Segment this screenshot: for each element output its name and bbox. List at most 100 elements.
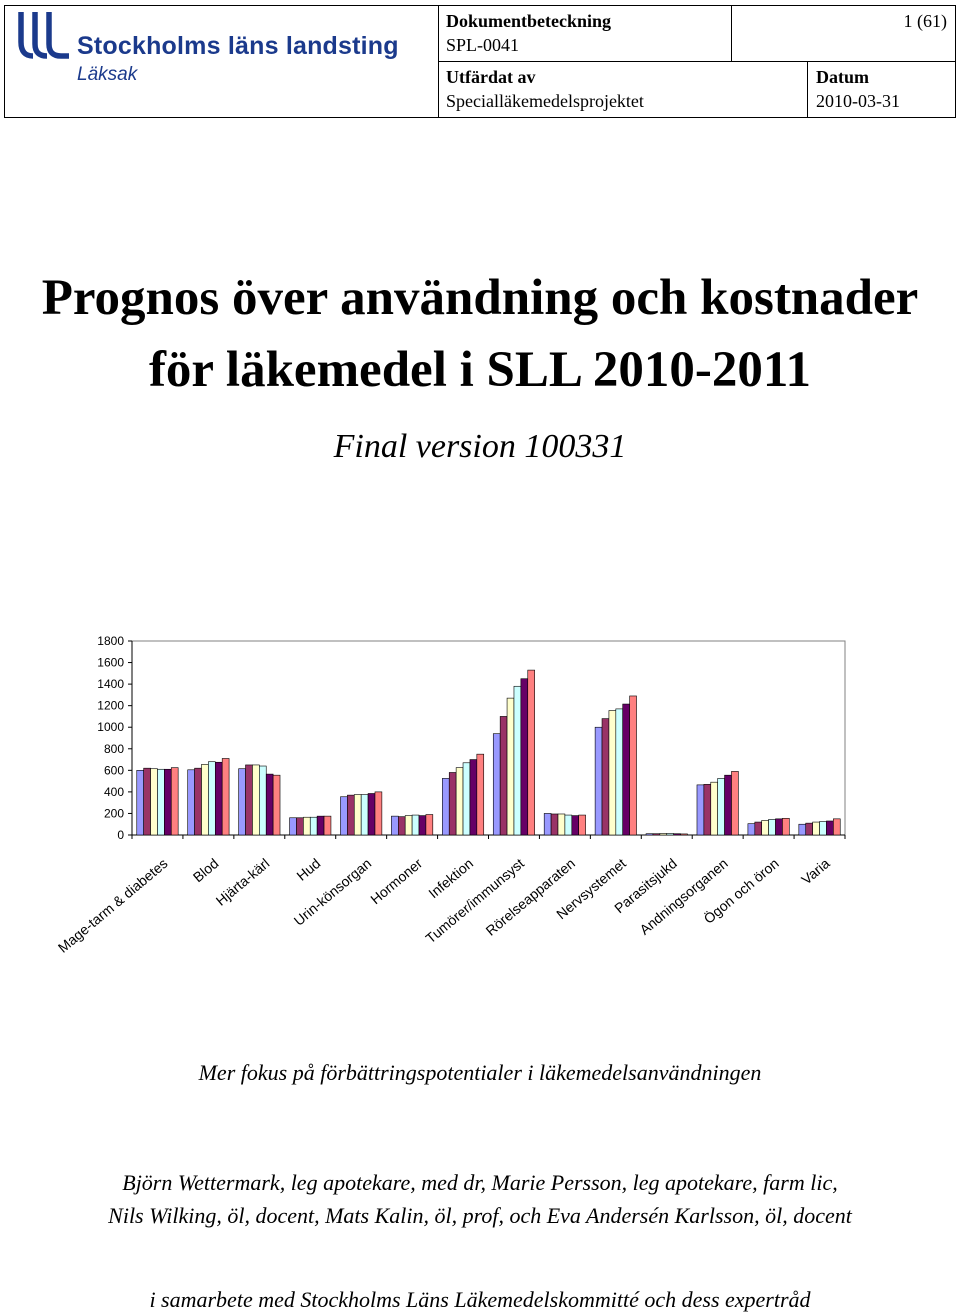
- bar: [411, 814, 420, 836]
- bar: [303, 816, 311, 836]
- doc-id-label: Dokumentbeteckning: [446, 11, 612, 31]
- y-tick-label: 200: [104, 806, 124, 820]
- bar-chart: 0 200 400 600 800 1000 1200 1400 1600 1800 Mage-ta…: [55, 634, 846, 956]
- bar: [418, 815, 427, 836]
- page-title-line-1: Prognos över användning och kostnader: [41, 270, 919, 326]
- x-tick-label: Rörelseapparaten: [482, 855, 578, 939]
- x-tick-label: Hjärta-kärl: [213, 855, 273, 909]
- bar: [754, 821, 763, 836]
- date-cell: Datum 2010-03-31: [808, 62, 955, 117]
- tagline: Mer fokus på förbättringspotentialer i l…: [198, 1060, 762, 1085]
- bar: [448, 772, 457, 836]
- bar: [622, 703, 630, 836]
- bar: [673, 833, 681, 836]
- bar: [462, 762, 471, 836]
- bar: [680, 833, 688, 836]
- bar: [550, 813, 559, 836]
- x-tick-label: Andningsorganen: [636, 855, 730, 938]
- y-tick-label: 800: [104, 742, 124, 756]
- date-value: 2010-03-31: [816, 91, 900, 111]
- bar: [513, 685, 522, 836]
- bar: [252, 764, 260, 836]
- logo-cell: Stockholms läns landsting Läksak: [5, 6, 439, 117]
- bar: [194, 767, 202, 836]
- bar: [798, 823, 807, 836]
- x-tick-label: Mage-tarm & diabetes: [55, 855, 171, 956]
- bar: [731, 771, 739, 836]
- bar: [557, 813, 566, 836]
- bar: [347, 794, 355, 836]
- date-label: Datum: [816, 67, 869, 87]
- bar: [201, 764, 209, 836]
- bar: [208, 761, 216, 836]
- doc-id-value: SPL-0041: [446, 35, 520, 55]
- y-tick-label: 400: [104, 785, 124, 799]
- y-tick-label: 1800: [97, 634, 124, 648]
- bar: [594, 726, 603, 836]
- bar: [157, 768, 165, 836]
- issued-by-cell: Utfärdat av Specialläkemedelsprojektet: [438, 62, 808, 117]
- bar: [272, 774, 281, 836]
- bar: [476, 753, 485, 836]
- bar: [768, 819, 776, 836]
- bar: [214, 761, 223, 836]
- document-header: Stockholms läns landsting Läksak Dokumen…: [4, 5, 956, 118]
- authors-line-1: Björn Wettermark, leg apotekare, med dr,…: [122, 1170, 838, 1195]
- bar: [608, 710, 617, 836]
- bar: [442, 778, 450, 836]
- bar: [833, 818, 841, 836]
- version-subtitle: Final version 100331: [333, 428, 627, 465]
- bar: [506, 697, 515, 836]
- bar: [724, 774, 732, 836]
- x-tick-label: Blod: [190, 855, 222, 885]
- bar: [571, 815, 579, 836]
- bar: [221, 758, 230, 836]
- bar: [492, 733, 501, 836]
- bar: [404, 815, 413, 836]
- authors-line-2: Nils Wilking, öl, docent, Mats Kalin, öl…: [108, 1203, 852, 1228]
- bar: [564, 814, 573, 836]
- bar: [703, 784, 712, 836]
- issued-by-value: Specialläkemedelsprojektet: [446, 91, 644, 111]
- bar: [601, 718, 610, 836]
- bar: [238, 768, 246, 836]
- bar: [340, 796, 348, 836]
- logo-subtitle: Läksak: [77, 64, 138, 85]
- collaboration-note: i samarbete med Stockholms Läns Läkemede…: [149, 1287, 811, 1312]
- bar: [826, 820, 834, 836]
- bar: [391, 815, 399, 836]
- bar: [143, 767, 151, 836]
- bar: [747, 823, 756, 836]
- bar: [775, 818, 783, 836]
- bar: [629, 695, 637, 836]
- y-tick-label: 0: [117, 828, 124, 842]
- bar: [717, 778, 725, 836]
- issued-by-label: Utfärdat av: [446, 67, 536, 87]
- bar: [136, 770, 144, 836]
- bar: [812, 821, 820, 836]
- bar: [289, 817, 297, 836]
- bar: [527, 669, 535, 836]
- bar: [615, 708, 624, 836]
- logo-name: Stockholms läns landsting: [77, 32, 399, 60]
- bar: [520, 678, 529, 836]
- bar: [309, 816, 318, 836]
- bar: [150, 768, 158, 836]
- sll-logo-icon: [18, 12, 69, 59]
- bar: [353, 794, 362, 836]
- bar: [323, 815, 332, 836]
- x-tick-label: Hormoner: [367, 855, 425, 907]
- bar: [455, 767, 464, 836]
- bar: [265, 773, 274, 836]
- bar: [696, 784, 705, 836]
- x-tick-label: Hud: [293, 855, 323, 884]
- y-tick-label: 1200: [97, 699, 124, 713]
- y-tick-label: 600: [104, 763, 124, 777]
- y-tick-label: 1000: [97, 720, 124, 734]
- bar: [666, 833, 674, 836]
- bar: [398, 816, 406, 836]
- bar: [316, 815, 325, 836]
- page-title-line-2: för läkemedel i SLL 2010-2011: [148, 342, 812, 398]
- bar: [710, 781, 718, 836]
- bar: [164, 768, 172, 836]
